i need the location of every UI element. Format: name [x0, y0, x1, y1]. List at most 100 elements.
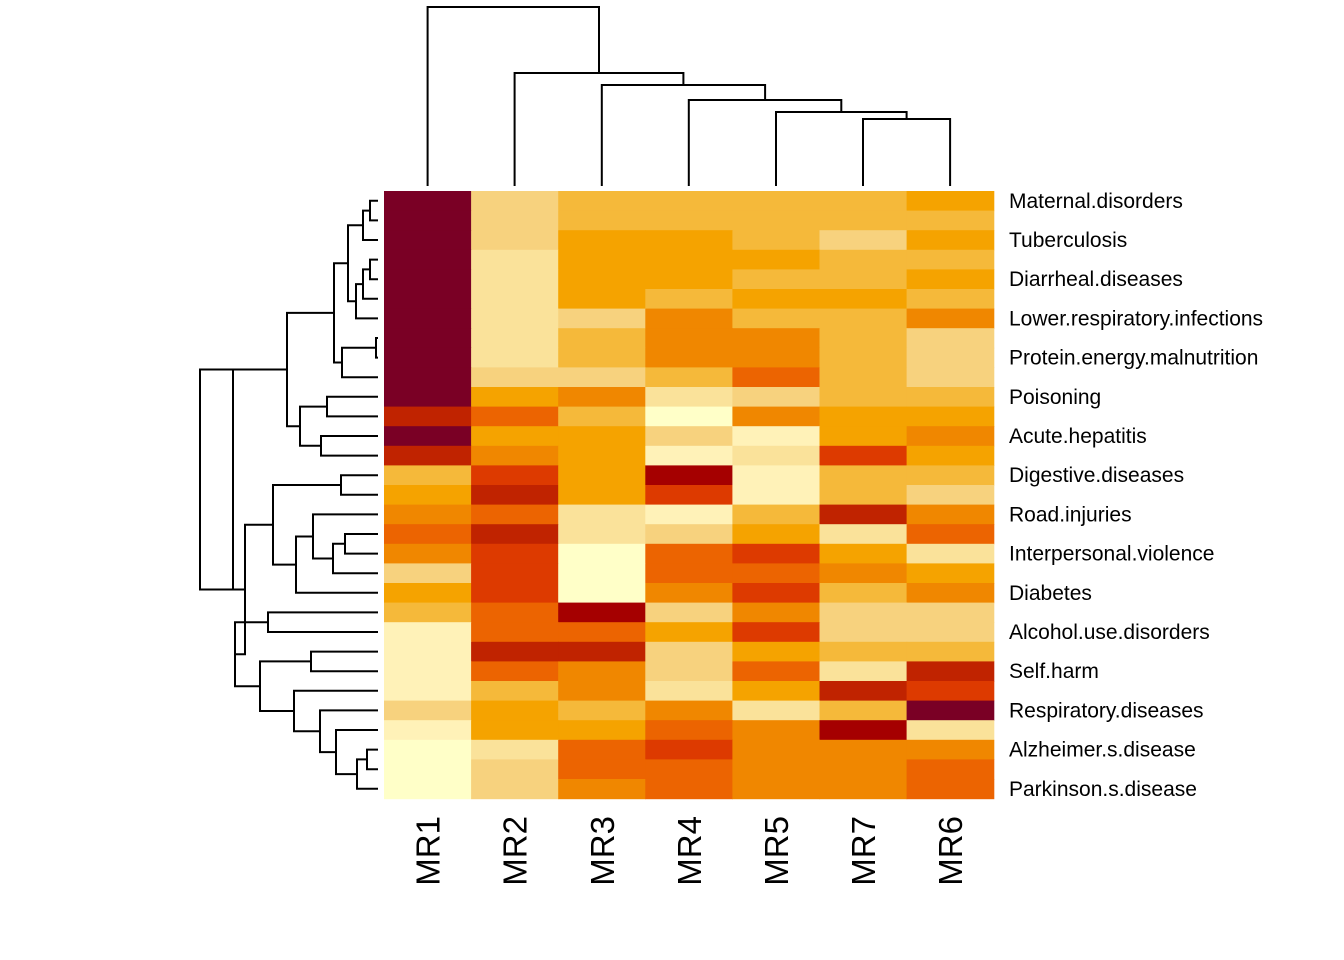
- heatmap-cell: [906, 445, 995, 466]
- heatmap-cell: [819, 700, 908, 721]
- heatmap-cell: [819, 347, 908, 368]
- heatmap-cell: [906, 406, 995, 427]
- heatmap-cell: [906, 191, 995, 212]
- heatmap-cell: [645, 641, 733, 662]
- heatmap-cell: [384, 720, 472, 741]
- heatmap-cell: [471, 465, 559, 486]
- heatmap-cell: [384, 465, 472, 486]
- column-label: MR5: [758, 816, 795, 886]
- heatmap-cell: [645, 230, 733, 251]
- heatmap-cell: [558, 465, 646, 486]
- heatmap-cell: [732, 524, 821, 545]
- heatmap-cell: [384, 524, 472, 545]
- heatmap-cell: [819, 720, 908, 741]
- heatmap-cell: [384, 661, 472, 682]
- row-label: Parkinson.s.disease: [1009, 778, 1197, 801]
- heatmap-cell: [732, 465, 821, 486]
- heatmap-cell: [906, 426, 995, 447]
- heatmap-cell: [558, 739, 646, 760]
- heatmap-cell: [471, 543, 559, 564]
- heatmap-cell: [906, 465, 995, 486]
- heatmap-cell: [384, 700, 472, 721]
- dendrogram-branch: [267, 611, 378, 633]
- dendrogram-branch: [332, 542, 378, 575]
- dendrogram-branch: [341, 346, 378, 379]
- heatmap-cell: [645, 269, 733, 290]
- heatmap-cell: [645, 700, 733, 721]
- heatmap-cell: [819, 641, 908, 662]
- heatmap-cell: [471, 602, 559, 623]
- heatmap-cell: [819, 367, 908, 388]
- column-label: MR4: [671, 816, 708, 886]
- heatmap-cell: [471, 622, 559, 643]
- heatmap-cell: [384, 739, 472, 760]
- heatmap-cell: [732, 387, 821, 408]
- heatmap-cell: [471, 524, 559, 545]
- heatmap-cell: [558, 524, 646, 545]
- heatmap-cell: [471, 308, 559, 329]
- heatmap-cell: [906, 779, 995, 800]
- heatmap-cell: [471, 426, 559, 447]
- heatmap-cell: [819, 308, 908, 329]
- heatmap-cell: [819, 465, 908, 486]
- heatmap-cell: [732, 230, 821, 251]
- heatmap-cell: [732, 269, 821, 290]
- heatmap-cell: [819, 406, 908, 427]
- heatmap-cell: [471, 269, 559, 290]
- heatmap-cell: [471, 661, 559, 682]
- heatmap-cell: [732, 426, 821, 447]
- heatmap-cell: [384, 406, 472, 427]
- heatmap-cell: [645, 504, 733, 525]
- row-dendrogram: [199, 199, 378, 790]
- heatmap-cell: [819, 210, 908, 231]
- dendrogram-branch: [344, 533, 378, 555]
- heatmap-cell: [471, 347, 559, 368]
- heatmap-cell: [819, 426, 908, 447]
- heatmap-cell: [384, 289, 472, 310]
- heatmap-cell: [558, 543, 646, 564]
- heatmap-cell: [384, 779, 472, 800]
- heatmap-cell: [645, 681, 733, 702]
- heatmap-cell: [645, 485, 733, 506]
- heatmap-cell: [384, 445, 472, 466]
- heatmap-cell: [819, 191, 908, 212]
- dendrogram-branch: [369, 258, 378, 281]
- heatmap-cell: [471, 720, 559, 741]
- heatmap-cell: [558, 387, 646, 408]
- heatmap-cell: [732, 485, 821, 506]
- heatmap-cell: [558, 485, 646, 506]
- heatmap-cell: [906, 249, 995, 270]
- heatmap-cell: [384, 641, 472, 662]
- heatmap-cell: [819, 622, 908, 643]
- heatmap-cell: [384, 308, 472, 329]
- heatmap-cell: [558, 426, 646, 447]
- heatmap-cell: [906, 328, 995, 349]
- heatmap-cell: [732, 700, 821, 721]
- heatmap-cell: [558, 367, 646, 388]
- heatmap-cell: [558, 720, 646, 741]
- heatmap-cell: [558, 445, 646, 466]
- dendrogram-branch: [326, 395, 378, 418]
- row-label: Self.harm: [1009, 660, 1099, 683]
- heatmap-cell: [819, 289, 908, 310]
- dendrogram-branch: [366, 748, 378, 771]
- dendrogram-branch: [355, 283, 378, 320]
- heatmap-cell: [732, 779, 821, 800]
- heatmap-cell: [471, 583, 559, 604]
- heatmap-cell: [645, 720, 733, 741]
- heatmap-cell: [906, 563, 995, 584]
- heatmap-cell: [906, 622, 995, 643]
- heatmap-cell: [384, 328, 472, 349]
- heatmap-cell: [384, 504, 472, 525]
- dendrogram-branch: [295, 535, 378, 594]
- dendrogram-branch: [775, 111, 908, 186]
- heatmap-cell: [471, 681, 559, 702]
- heatmap-cell: [384, 563, 472, 584]
- heatmap-cell: [819, 759, 908, 780]
- heatmap-cell: [732, 739, 821, 760]
- heatmap-cell: [558, 661, 646, 682]
- heatmap-cell: [384, 347, 472, 368]
- row-labels: Maternal.disorders Tuberculosis Diarrheal.…: [1009, 190, 1263, 801]
- heatmap-cell: [645, 347, 733, 368]
